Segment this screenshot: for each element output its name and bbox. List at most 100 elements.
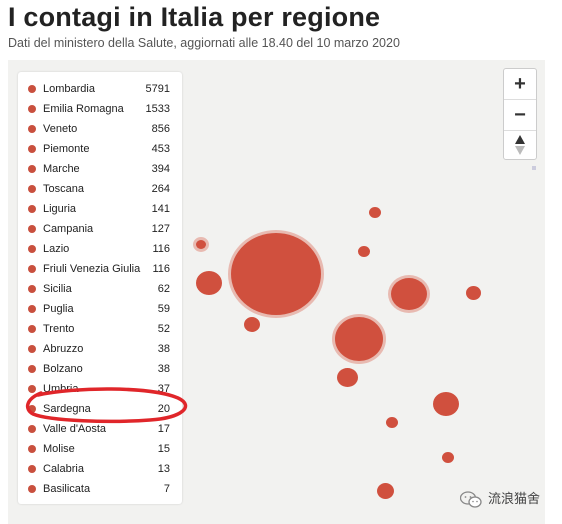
legend-row[interactable]: Emilia Romagna 1533: [18, 99, 182, 119]
map-bubble[interactable]: [337, 368, 358, 387]
legend-row[interactable]: Valle d'Aosta 17: [18, 419, 182, 439]
zoom-out-button[interactable]: −: [514, 104, 526, 126]
page-subtitle: Dati del ministero della Salute, aggiorn…: [8, 36, 400, 50]
region-name: Calabria: [43, 463, 84, 475]
region-count: 141: [151, 203, 170, 215]
legend-dot-icon: [28, 405, 36, 413]
legend-row[interactable]: Piemonte 453: [18, 139, 182, 159]
region-count: 5791: [145, 83, 170, 95]
legend-dot-icon: [28, 425, 36, 433]
map-bubble[interactable]: [196, 271, 222, 295]
region-name: Abruzzo: [43, 343, 84, 355]
zoom-control: + −: [503, 68, 537, 160]
legend-row[interactable]: Bolzano 38: [18, 359, 182, 379]
region-name: Campania: [43, 223, 94, 235]
legend-row[interactable]: Marche 394: [18, 159, 182, 179]
region-count: 394: [151, 163, 170, 175]
region-name: Puglia: [43, 303, 74, 315]
region-count: 38: [157, 343, 170, 355]
legend-dot-icon: [28, 205, 36, 213]
region-name: Veneto: [43, 123, 78, 135]
legend-row[interactable]: Toscana 264: [18, 179, 182, 199]
map-bubble[interactable]: [358, 246, 370, 257]
map-bubble[interactable]: [433, 392, 459, 416]
legend-dot-icon: [28, 165, 36, 173]
region-name: Lombardia: [43, 83, 95, 95]
legend-row[interactable]: Veneto 856: [18, 119, 182, 139]
legend-dot-icon: [28, 185, 36, 193]
region-name: Trento: [43, 323, 75, 335]
legend-dot-icon: [28, 465, 36, 473]
region-count: 13: [157, 463, 170, 475]
legend-row[interactable]: Liguria 141: [18, 199, 182, 219]
legend-dot-icon: [28, 105, 36, 113]
legend-row[interactable]: Molise 15: [18, 439, 182, 459]
compass-icon: [515, 135, 525, 155]
legend-row[interactable]: Friuli Venezia Giulia 116: [18, 259, 182, 279]
legend-row[interactable]: Sicilia 62: [18, 279, 182, 299]
region-name: Basilicata: [43, 483, 91, 495]
region-count: 116: [152, 243, 170, 255]
region-name: Molise: [43, 443, 75, 455]
watermark-text: 流浪猫舍: [488, 491, 541, 506]
map-bubble[interactable]: [466, 286, 481, 300]
region-name: Sicilia: [43, 283, 72, 295]
region-name: Friuli Venezia Giulia: [43, 263, 141, 275]
legend-row[interactable]: Puglia 59: [18, 299, 182, 319]
map-bubble[interactable]: [391, 278, 427, 310]
zoom-in-button[interactable]: +: [514, 73, 526, 95]
legend-row[interactable]: Abruzzo 38: [18, 339, 182, 359]
region-name: Toscana: [43, 183, 84, 195]
region-count: 17: [157, 423, 170, 435]
region-count: 15: [157, 443, 170, 455]
map-bubble[interactable]: [369, 207, 381, 218]
legend-dot-icon: [28, 305, 36, 313]
legend-row[interactable]: Lombardia 5791: [18, 79, 182, 99]
legend-row[interactable]: Basilicata 7: [18, 479, 182, 499]
legend-dot-icon: [28, 265, 36, 273]
region-count: 38: [157, 363, 170, 375]
region-name: Valle d'Aosta: [43, 423, 107, 435]
page-title: I contagi in Italia per regione: [8, 2, 381, 32]
map-bubble[interactable]: [231, 233, 321, 315]
map-bubble[interactable]: [386, 417, 398, 428]
region-name: Sardegna: [43, 403, 91, 415]
legend-dot-icon: [28, 325, 36, 333]
map-bubble[interactable]: [335, 317, 383, 361]
legend-dot-icon: [28, 345, 36, 353]
legend-row[interactable]: Campania 127: [18, 219, 182, 239]
legend-dot-icon: [28, 125, 36, 133]
region-count: 59: [157, 303, 170, 315]
legend-row[interactable]: Calabria 13: [18, 459, 182, 479]
map-bubble[interactable]: [244, 317, 260, 332]
legend-row[interactable]: Trento 52: [18, 319, 182, 339]
region-count: 856: [151, 123, 170, 135]
region-count: 1533: [145, 103, 170, 115]
map-bubble[interactable]: [377, 483, 394, 499]
map-bubble[interactable]: [196, 240, 206, 249]
legend-dot-icon: [28, 145, 36, 153]
divider: [504, 99, 536, 100]
legend-row[interactable]: Lazio 116: [18, 239, 182, 259]
legend-dot-icon: [28, 85, 36, 93]
region-count: 127: [151, 223, 170, 235]
region-name: Liguria: [43, 203, 77, 215]
legend-dot-icon: [28, 225, 36, 233]
region-count: 264: [151, 183, 170, 195]
map-bubble[interactable]: [442, 452, 454, 463]
legend-dot-icon: [28, 485, 36, 493]
legend-row[interactable]: Sardegna 20: [18, 399, 182, 419]
region-name: Emilia Romagna: [43, 103, 124, 115]
map-marker: [532, 166, 536, 170]
region-name: Marche: [43, 163, 80, 175]
reset-north-button[interactable]: [504, 131, 536, 159]
wechat-icon: [460, 490, 482, 508]
legend-dot-icon: [28, 365, 36, 373]
region-count: 116: [152, 263, 170, 275]
legend-dot-icon: [28, 385, 36, 393]
region-name: Lazio: [43, 243, 70, 255]
region-count: 7: [163, 483, 170, 495]
region-count: 52: [157, 323, 170, 335]
region-name: Bolzano: [43, 363, 83, 375]
